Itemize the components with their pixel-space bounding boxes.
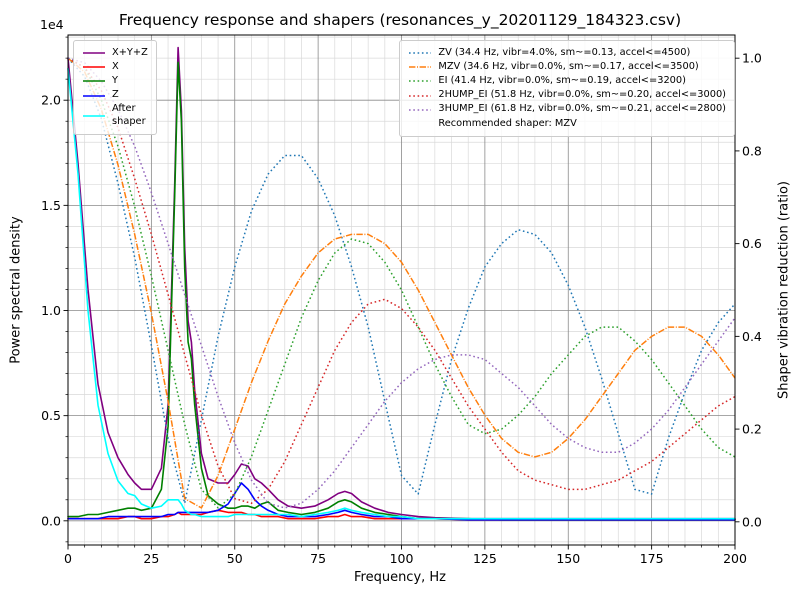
y-left-tick-label: 0.0 — [41, 513, 61, 528]
x-tick-label: 175 — [640, 551, 664, 566]
y-right-tick-label: 0.6 — [742, 236, 762, 251]
legend-label: ZV (34.4 Hz, vibr=4.0%, sm~=0.13, accel<… — [438, 46, 691, 58]
legend-label: Z — [112, 89, 119, 101]
y-right-tick-label: 0.4 — [742, 329, 762, 344]
y-axis-multiplier: 1e4 — [40, 17, 64, 32]
shaper-curve-3HUMP_EI — [67, 57, 736, 509]
legend-label: X+Y+Z — [112, 46, 148, 58]
legend-item-3HUMP_EI: 3HUMP_EI (61.8 Hz, vibr=0.0%, sm~=0.21, … — [408, 103, 726, 116]
x-tick-label: 125 — [473, 551, 497, 566]
y-left-tick-label: 1.0 — [41, 303, 61, 318]
y-left-tick-label: 2.0 — [41, 93, 61, 108]
y-left-tick-label: 0.5 — [41, 408, 61, 423]
legend-item-EI: EI (41.4 Hz, vibr=0.0%, sm~=0.19, accel<… — [408, 75, 726, 88]
legend-line-swatch — [83, 94, 105, 97]
legend-line-swatch — [409, 66, 432, 68]
legend-line-swatch — [83, 52, 105, 54]
legend-line-swatch — [83, 80, 105, 83]
legend-psd: X+Y+Z X Y Z After shaper — [73, 40, 157, 136]
legend-label: Recommended shaper: MZV — [438, 117, 577, 129]
legend-label: MZV (34.6 Hz, vibr=0.0%, sm~=0.17, accel… — [438, 60, 699, 72]
y-axis-label-left: Power spectral density — [8, 216, 24, 364]
legend-line-swatch — [409, 52, 432, 54]
chart-title: Frequency response and shapers (resonanc… — [118, 11, 682, 29]
legend-label: 3HUMP_EI (61.8 Hz, vibr=0.0%, sm~=0.21, … — [438, 103, 726, 115]
x-axis-label: Frequency, Hz — [353, 570, 447, 585]
legend-item-2HUMP_EI: 2HUMP_EI (51.8 Hz, vibr=0.0%, sm~=0.20, … — [408, 89, 726, 102]
x-tick-label: 25 — [143, 551, 159, 566]
legend-empty-swatch — [408, 119, 432, 129]
legend-label: 2HUMP_EI (51.8 Hz, vibr=0.0%, sm~=0.20, … — [438, 89, 726, 101]
legend-line-swatch — [409, 108, 432, 111]
legend-label: EI (41.4 Hz, vibr=0.0%, sm~=0.19, accel<… — [438, 74, 686, 86]
legend-item-note: Recommended shaper: MZV — [408, 118, 726, 131]
legend-line-swatch — [409, 94, 432, 97]
y-right-tick-label: 0.0 — [742, 514, 762, 529]
shaper-curve-EI — [67, 57, 736, 509]
legend-item-after-shaper: After shaper — [82, 103, 148, 128]
legend-line-swatch — [83, 115, 105, 117]
x-tick-label: 75 — [310, 551, 326, 566]
y-right-tick-label: 0.8 — [742, 143, 762, 158]
legend-label: X — [112, 60, 119, 72]
legend-item-z: Z — [82, 89, 148, 102]
x-tick-label: 100 — [390, 551, 414, 566]
legend-item-x: X — [82, 61, 148, 74]
legend-line-swatch — [409, 80, 432, 83]
legend-item-MZV: MZV (34.6 Hz, vibr=0.0%, sm~=0.17, accel… — [408, 61, 726, 74]
legend-item-ZV: ZV (34.4 Hz, vibr=4.0%, sm~=0.13, accel<… — [408, 47, 726, 60]
shaper-curve-MZV — [67, 57, 736, 509]
legend-shapers: ZV (34.4 Hz, vibr=4.0%, sm~=0.13, accel<… — [399, 40, 735, 137]
x-tick-label: 200 — [723, 551, 747, 566]
y-axis-label-right: Shaper vibration reduction (ratio) — [776, 181, 792, 399]
x-tick-label: 0 — [64, 551, 72, 566]
legend-item-y: Y — [82, 75, 148, 88]
y-right-tick-label: 1.0 — [742, 51, 762, 66]
y-left-tick-label: 1.5 — [41, 198, 61, 213]
x-tick-label: 50 — [227, 551, 243, 566]
shaper-curve-ZV — [67, 57, 736, 505]
legend-label: After shaper — [112, 103, 146, 128]
legend-item-xyz: X+Y+Z — [82, 47, 148, 60]
legend-label: Y — [112, 74, 118, 86]
y-right-tick-label: 0.2 — [742, 422, 762, 437]
x-tick-label: 150 — [556, 551, 580, 566]
legend-line-swatch — [83, 66, 105, 68]
psd-curve-after-shaper — [67, 67, 736, 520]
